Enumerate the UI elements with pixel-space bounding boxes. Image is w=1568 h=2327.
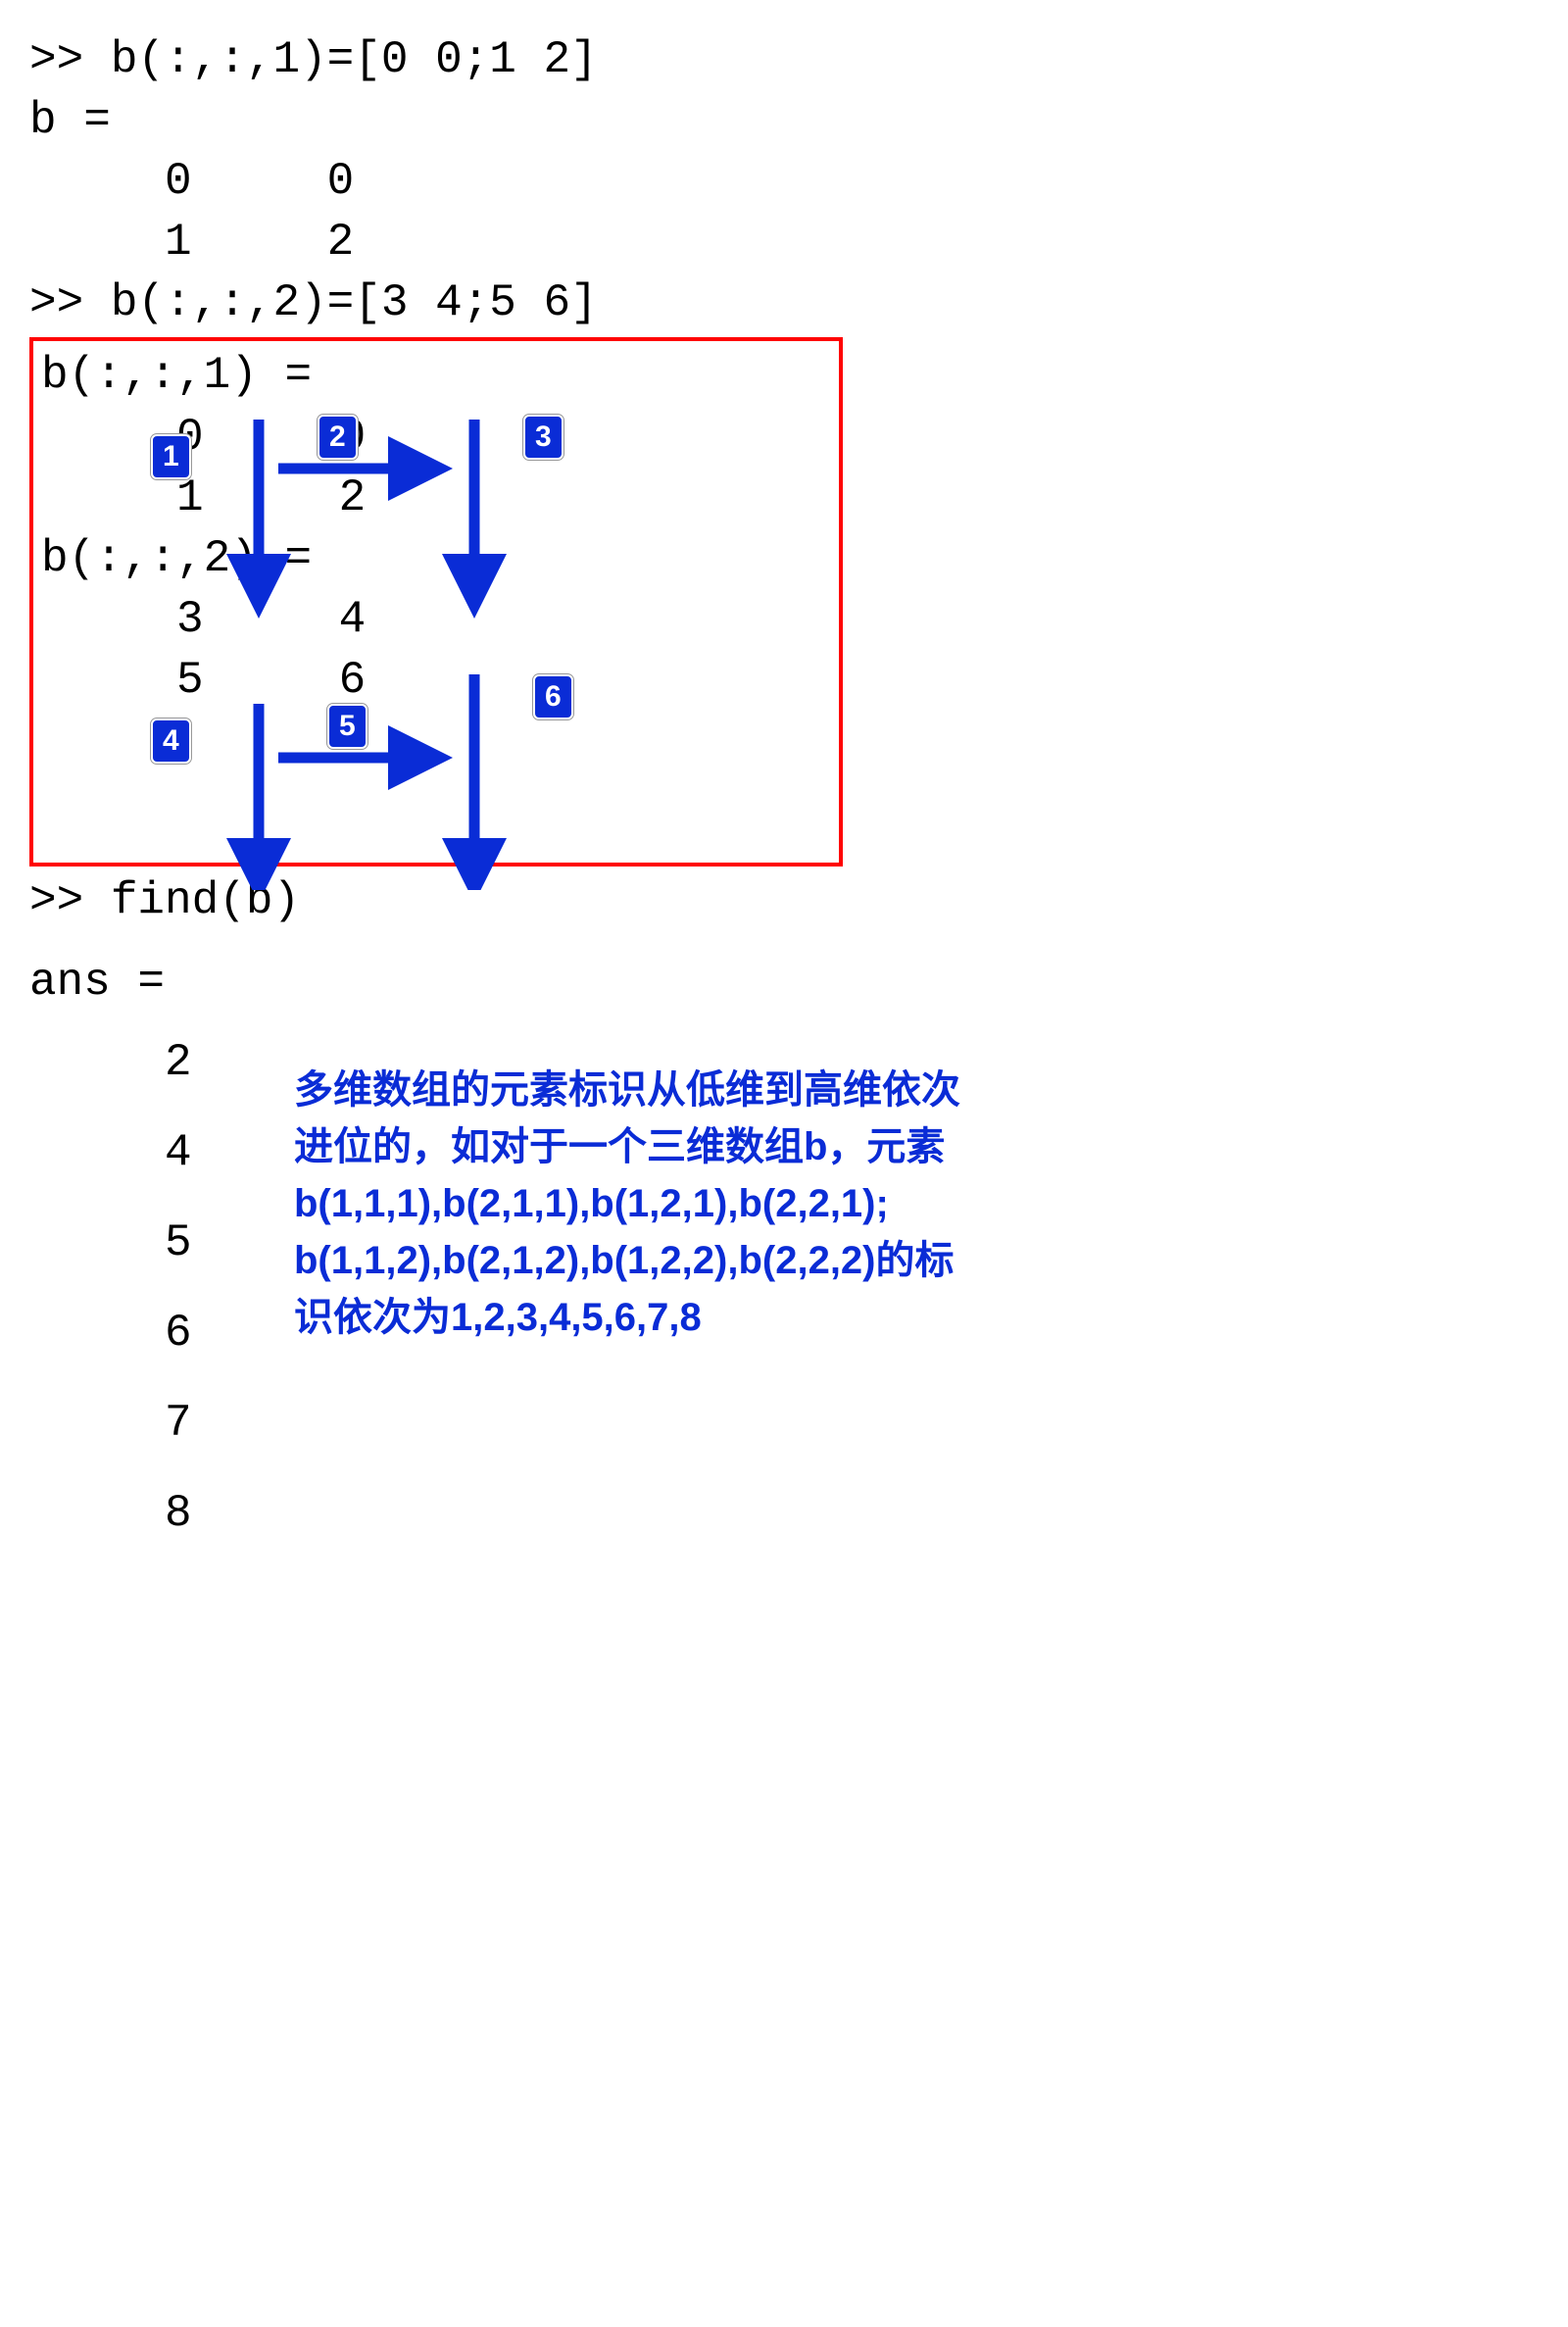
- note-line: b(1,1,1),b(2,1,1),b(1,2,1),b(2,2,1);: [294, 1175, 1029, 1232]
- order-badge-2: 2: [318, 415, 358, 460]
- order-badge-3: 3: [523, 415, 564, 460]
- note-line: b(1,1,2),b(2,1,2),b(1,2,2),b(2,2,2)的标: [294, 1232, 1029, 1289]
- note-line: 进位的，如对于一个三维数组b，元素: [294, 1118, 1029, 1175]
- order-arrows: [33, 341, 847, 890]
- matrix-row: 0 0: [29, 151, 1539, 212]
- explanation-note: 多维数组的元素标识从低维到高维依次 进位的，如对于一个三维数组b，元素 b(1,…: [294, 1062, 1029, 1346]
- command-line: >> b(:,:,1)=[0 0;1 2]: [29, 29, 1539, 90]
- ans-row: 8: [29, 1483, 1539, 1544]
- order-badge-1: 1: [151, 434, 191, 479]
- note-line: 多维数组的元素标识从低维到高维依次: [294, 1062, 1029, 1118]
- command-line: >> b(:,:,2)=[3 4;5 6]: [29, 272, 1539, 333]
- matrix-row: 1 2: [29, 212, 1539, 272]
- note-line: 识依次为1,2,3,4,5,6,7,8: [294, 1289, 1029, 1346]
- output-line: b =: [29, 90, 1539, 151]
- order-badge-4: 4: [151, 718, 191, 764]
- matlab-session: >> b(:,:,1)=[0 0;1 2] b = 0 0 1 2 >> b(:…: [29, 29, 1539, 1544]
- ans-row: 7: [29, 1393, 1539, 1454]
- output-line: ans =: [29, 952, 1539, 1013]
- highlighted-box: b(:,:,1) = 0 0 1 2 b(:,:,2) = 3 4 5 6 1 …: [29, 337, 843, 866]
- ans-block: 2 4 5 6 7 8 多维数组的元素标识从低维到高维依次 进位的，如对于一个三…: [29, 1032, 1539, 1545]
- order-badge-6: 6: [533, 674, 573, 719]
- order-badge-5: 5: [327, 704, 368, 749]
